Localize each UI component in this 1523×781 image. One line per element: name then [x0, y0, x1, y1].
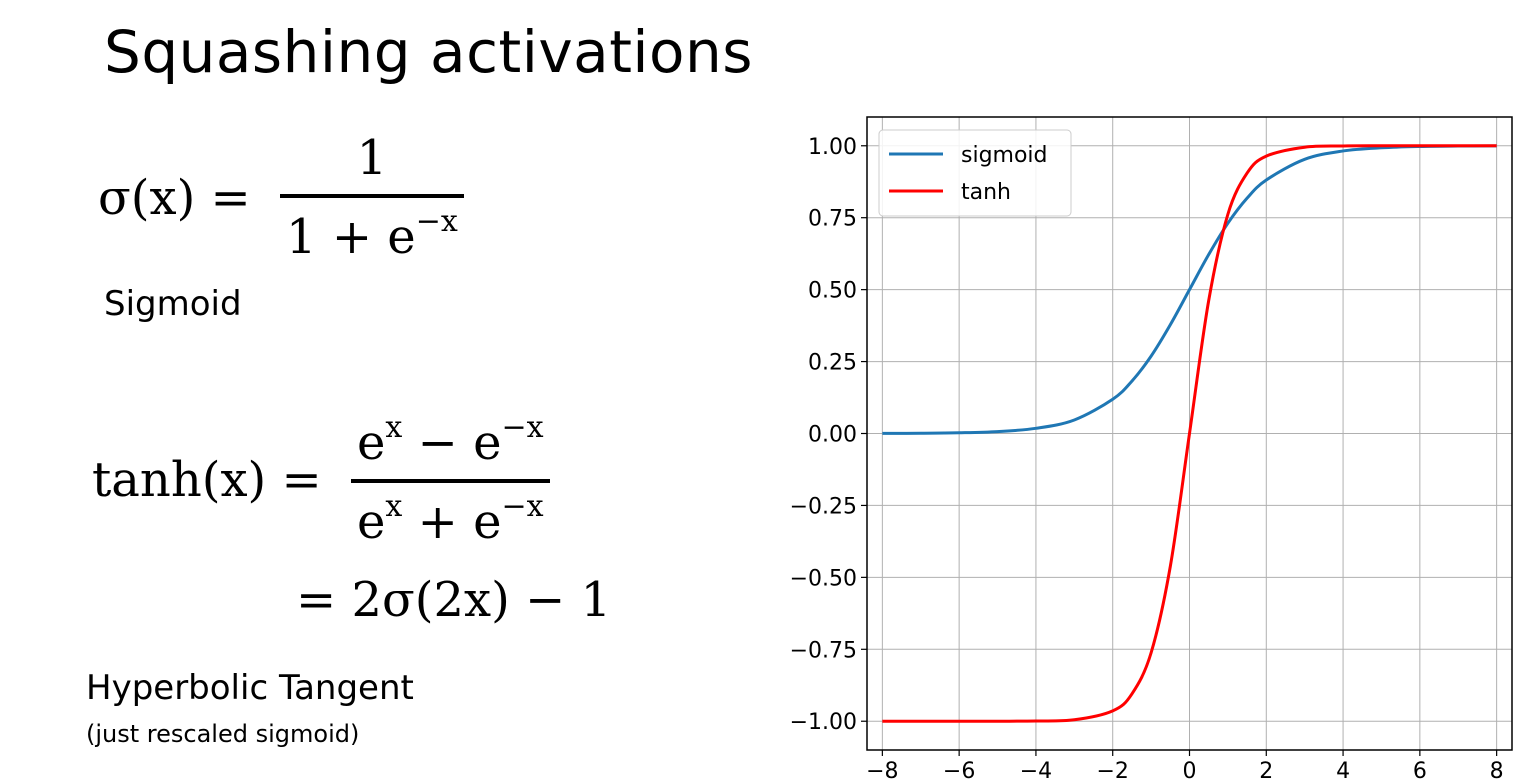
x-tick-label: 8	[1490, 759, 1504, 781]
sigmoid-label: Sigmoid	[104, 284, 242, 324]
sigmoid-denominator-exponent: −x	[415, 204, 458, 239]
legend-label-tanh: tanh	[961, 180, 1011, 205]
y-tick-label: 0.50	[808, 279, 857, 304]
tanh-num-b-exp: −x	[501, 410, 544, 445]
x-tick-label: 2	[1259, 759, 1273, 781]
tanh-numerator: ex − e−x	[351, 410, 550, 479]
tanh-formula-lhs: tanh(x) =	[92, 452, 322, 508]
y-tick-label: −1.00	[790, 710, 857, 735]
sigmoid-denominator-base: 1 + e	[286, 209, 416, 265]
tanh-fraction: ex − e−x ex + e−x	[351, 410, 550, 550]
y-tick-label: 0.75	[808, 207, 857, 232]
x-tick-label: −2	[1096, 759, 1128, 781]
sigmoid-numerator: 1	[356, 130, 388, 186]
y-tick-label: −0.75	[790, 638, 857, 663]
sigmoid-fraction: 1 1 + e−x	[280, 130, 464, 265]
x-tick-label: −4	[1020, 759, 1052, 781]
y-tick-label: −0.25	[790, 494, 857, 519]
sigmoid-formula-lhs: σ(x) =	[98, 169, 251, 226]
series-line-sigmoid	[882, 144, 1497, 435]
y-tick-label: −0.50	[790, 566, 857, 591]
y-tick-label: 1.00	[808, 135, 857, 160]
tanh-num-a-exp: x	[385, 410, 403, 445]
legend-box	[878, 129, 1072, 217]
x-tick-label: −6	[943, 759, 975, 781]
chart-lines	[882, 144, 1497, 723]
tanh-den-a-exp: x	[385, 489, 403, 524]
tanh-den-op: + e	[402, 494, 502, 550]
tanh-num-op: − e	[402, 415, 502, 471]
y-tick-label: 0.00	[808, 423, 857, 448]
x-tick-label: 4	[1336, 759, 1350, 781]
tanh-den-a: e	[357, 494, 386, 550]
tanh-den-b-exp: −x	[501, 489, 544, 524]
sigmoid-denominator: 1 + e−x	[280, 194, 464, 265]
legend-label-sigmoid: sigmoid	[961, 143, 1048, 168]
x-tick-label: 6	[1413, 759, 1427, 781]
x-tick-label: 0	[1183, 759, 1197, 781]
chart-ticks: −8 −6 −4 −2 0 2 4 6 8 1.00 0.75 0.50 0.25 0.00 −0.25 −0…	[790, 135, 1504, 781]
sigmoid-formula: σ(x) = 1 1 + e−x	[98, 130, 464, 265]
tanh-formula: tanh(x) = ex − e−x ex + e−x	[92, 410, 550, 550]
tanh-identity: = 2σ(2x) − 1	[296, 572, 612, 628]
tanh-denominator: ex + e−x	[351, 479, 550, 550]
y-tick-label: 0.25	[808, 351, 857, 376]
tanh-label: Hyperbolic Tangent	[86, 668, 414, 708]
series-line-tanh	[882, 144, 1497, 723]
tanh-num-a: e	[357, 415, 386, 471]
slide-title: Squashing activations	[104, 18, 754, 86]
x-tick-label: −8	[866, 759, 898, 781]
tanh-note: (just rescaled sigmoid)	[86, 720, 360, 748]
chart-legend: sigmoid tanh	[878, 129, 1072, 217]
